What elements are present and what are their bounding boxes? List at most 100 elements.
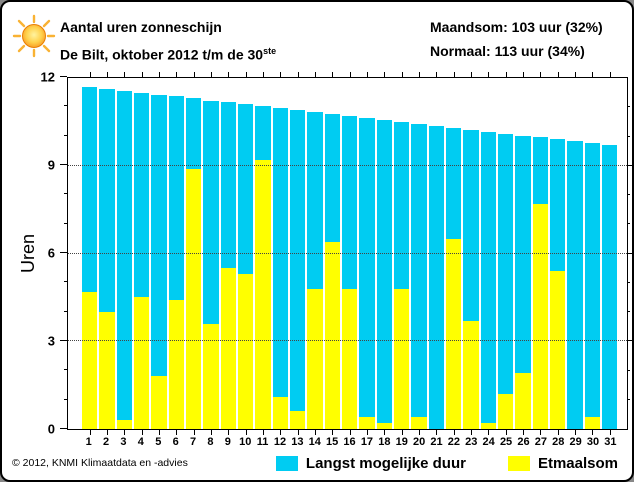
bar-group bbox=[567, 72, 583, 435]
bar-group bbox=[549, 72, 566, 435]
x-tick-label: 11 bbox=[256, 436, 269, 448]
top-axis-tick bbox=[522, 72, 524, 77]
bar-group bbox=[272, 72, 288, 435]
right-axis-tick bbox=[627, 194, 630, 195]
sunshine-bar bbox=[445, 238, 462, 429]
daylight-bar bbox=[567, 141, 583, 429]
chart-subtitle: De Bilt, oktober 2012 t/m de 30ste bbox=[60, 39, 276, 67]
y-axis-tick bbox=[64, 134, 67, 136]
top-axis-tick bbox=[470, 72, 472, 77]
x-tick-label: 24 bbox=[482, 436, 495, 448]
sunshine-bar bbox=[480, 423, 496, 429]
y-tick-label: 3 bbox=[47, 333, 55, 349]
y-axis-tick bbox=[64, 281, 67, 283]
top-axis-tick bbox=[210, 72, 212, 77]
monthly-sum-text: Maandsom: 103 uur (32%) bbox=[430, 19, 603, 35]
sunshine-bar bbox=[99, 312, 115, 429]
bar-group bbox=[116, 72, 132, 435]
legend-label-daylight: Langst mogelijke duur bbox=[305, 454, 466, 472]
bottom-axis-tick bbox=[488, 430, 490, 435]
y-axis-tick bbox=[60, 428, 67, 429]
top-axis-tick bbox=[436, 72, 438, 77]
top-axis-tick bbox=[592, 72, 594, 77]
sunshine-bar bbox=[272, 396, 288, 429]
x-tick-label: 12 bbox=[273, 436, 287, 448]
bottom-axis-tick bbox=[262, 430, 264, 435]
bottom-axis-tick bbox=[124, 430, 126, 435]
x-tick-label: 13 bbox=[291, 436, 304, 448]
legend-label-sunshine: Etmaalsom bbox=[537, 454, 618, 472]
top-axis-tick bbox=[401, 72, 403, 77]
normal-sum-text: Normaal: 113 uur (34%) bbox=[430, 43, 585, 59]
sunshine-bar bbox=[82, 291, 98, 429]
sunshine-bar bbox=[463, 320, 479, 429]
bar-group bbox=[428, 72, 444, 435]
bar-group bbox=[168, 72, 184, 435]
x-tick-label: 9 bbox=[224, 436, 231, 448]
footer: © 2012, KNMI Klimaatdata en -advies Lang… bbox=[12, 452, 618, 474]
top-axis-tick bbox=[418, 72, 420, 77]
bottom-axis-tick bbox=[592, 430, 594, 435]
bottom-axis-tick bbox=[332, 430, 334, 435]
bottom-axis-tick bbox=[158, 430, 160, 435]
daylight-bar bbox=[515, 135, 531, 429]
x-tick-label: 21 bbox=[430, 436, 443, 448]
bar-group bbox=[497, 72, 514, 435]
sunshine-bar bbox=[237, 273, 254, 429]
y-axis-tick bbox=[64, 310, 67, 312]
bottom-axis-tick bbox=[470, 430, 472, 435]
sunshine-bar bbox=[324, 241, 340, 429]
bars-container bbox=[68, 72, 627, 435]
sunshine-bar bbox=[549, 271, 566, 429]
top-axis-tick bbox=[141, 72, 143, 77]
daylight-bar bbox=[601, 145, 618, 429]
top-axis-tick bbox=[384, 72, 386, 77]
x-tick-label: 1 bbox=[85, 436, 92, 448]
x-tick-label: 3 bbox=[120, 436, 127, 448]
sunshine-bar bbox=[185, 168, 202, 429]
bottom-axis-tick bbox=[297, 430, 299, 435]
right-axis-tick bbox=[627, 311, 630, 312]
x-tick-label: 23 bbox=[465, 436, 478, 448]
bottom-axis-tick bbox=[384, 430, 386, 435]
x-tick-label: 10 bbox=[239, 436, 252, 448]
bar-group bbox=[185, 72, 202, 435]
sunshine-bar bbox=[307, 288, 323, 429]
bottom-axis-tick bbox=[505, 430, 507, 435]
bar-group bbox=[82, 72, 98, 435]
chart-title: Aantal uren zonneschijn bbox=[60, 19, 222, 35]
top-axis-tick bbox=[488, 72, 490, 77]
bottom-axis-tick bbox=[349, 430, 351, 435]
top-axis-tick bbox=[245, 72, 247, 77]
bar-group bbox=[220, 72, 236, 435]
top-axis-tick bbox=[314, 72, 316, 77]
sunshine-bar bbox=[133, 297, 150, 429]
chart-subtitle-text: De Bilt, oktober 2012 t/m de 30 bbox=[60, 46, 264, 63]
sunshine-bar bbox=[255, 159, 271, 429]
y-tick-label: 0 bbox=[47, 421, 55, 437]
daylight-bar bbox=[411, 123, 427, 429]
top-axis-tick bbox=[89, 72, 91, 77]
y-axis-tick bbox=[64, 105, 67, 107]
y-tick-label: 12 bbox=[40, 69, 55, 85]
bottom-axis-tick bbox=[366, 430, 368, 435]
bar-group bbox=[532, 72, 548, 435]
top-axis-tick bbox=[176, 72, 178, 77]
x-tick-label: 25 bbox=[499, 436, 513, 448]
sunshine-bar bbox=[515, 373, 531, 429]
bottom-axis-tick bbox=[210, 430, 212, 435]
daylight-bar bbox=[359, 118, 375, 429]
top-axis-tick bbox=[557, 72, 559, 77]
y-axis: 0 3 6 9 12 bbox=[2, 70, 67, 437]
plot-area bbox=[67, 72, 632, 435]
x-tick-label: 2 bbox=[103, 436, 110, 448]
title-block: Aantal uren zonneschijn De Bilt, oktober… bbox=[60, 15, 276, 67]
top-axis-tick bbox=[453, 72, 455, 77]
bar-group bbox=[376, 72, 392, 435]
top-axis-tick bbox=[297, 72, 299, 77]
y-axis-tick bbox=[60, 340, 67, 341]
x-tick-label: 31 bbox=[604, 436, 617, 448]
x-tick-label: 15 bbox=[326, 436, 339, 448]
x-tick-label: 22 bbox=[447, 436, 461, 448]
